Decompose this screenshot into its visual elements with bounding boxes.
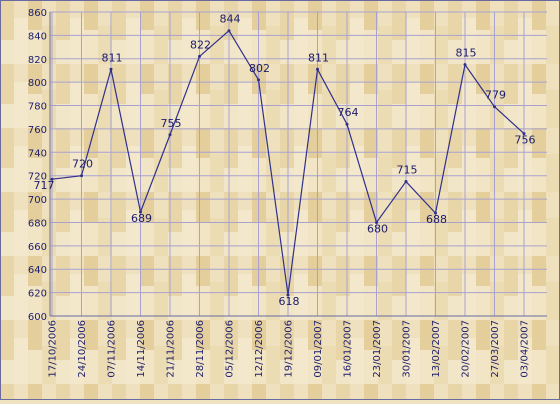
data-point [257,78,260,82]
y-tick-label: 700 [28,195,47,206]
x-tick-label: 14/11/2006 [136,320,147,378]
data-point [227,29,231,33]
data-point [198,54,201,58]
data-label: 811 [308,51,329,64]
x-tick-label: 12/12/2006 [254,320,265,378]
x-tick-label: 13/02/2007 [431,320,442,378]
data-label: 844 [220,13,241,26]
x-tick-label: 27/03/2007 [490,320,501,378]
data-label: 715 [397,164,418,177]
data-point [316,67,319,71]
data-point [522,132,526,136]
x-tick-label: 30/01/2007 [402,320,413,378]
y-tick-label: 760 [28,125,47,136]
y-tick-label: 820 [28,55,47,66]
data-point [493,105,496,109]
data-label: 822 [190,38,211,51]
data-label: 618 [279,295,300,308]
data-label: 755 [161,117,182,130]
data-label: 688 [426,213,447,226]
data-point [80,174,83,178]
y-tick-label: 640 [28,265,47,276]
x-tick-label: 28/11/2006 [195,320,206,378]
x-tick-label: 20/02/2007 [461,320,472,378]
x-tick-label: 03/04/2007 [520,320,531,378]
y-tick-label: 740 [28,148,47,159]
data-point [463,63,467,67]
x-tick-label: 21/11/2006 [166,320,177,378]
data-point [168,133,172,137]
y-tick-label: 780 [28,102,47,113]
y-tick-label: 600 [28,312,47,323]
x-tick-label: 05/12/2006 [225,320,236,378]
data-point [404,180,408,184]
y-tick-label: 680 [28,218,47,229]
data-label: 717 [34,179,55,192]
data-point [286,293,290,297]
y-tick-label: 840 [28,31,47,42]
x-tick-label: 09/01/2007 [313,320,324,378]
data-label: 811 [102,51,123,64]
y-tick-label: 660 [28,242,47,253]
y-tick-label: 620 [28,289,47,300]
x-tick-label: 17/10/2006 [48,320,59,378]
y-tick-label: 800 [28,78,47,89]
data-label: 779 [485,89,506,102]
x-tick-label: 24/10/2006 [77,320,88,378]
x-tick-label: 23/01/2007 [372,320,383,378]
data-point [434,211,437,215]
data-point [50,177,54,181]
data-label: 720 [72,158,93,171]
y-tick-label: 860 [28,8,47,19]
x-tick-label: 07/11/2006 [107,320,118,378]
data-point [109,67,113,71]
data-label: 680 [367,222,388,235]
data-point [375,220,378,224]
x-tick-label: 19/12/2006 [284,320,295,378]
data-point [345,122,349,126]
data-point [139,210,142,214]
data-label: 764 [338,106,359,119]
data-label: 689 [131,212,152,225]
y-tick-label: 720 [28,172,47,183]
x-tick-label: 16/01/2007 [343,320,354,378]
data-label: 815 [456,47,477,60]
data-label: 802 [249,62,270,75]
data-label: 756 [515,134,536,147]
